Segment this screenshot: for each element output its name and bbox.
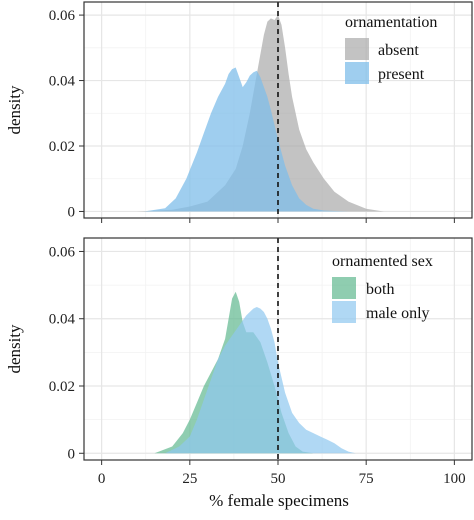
panel-bottom-legend: ornamented sex both male only bbox=[332, 253, 433, 323]
legend-label-both: both bbox=[366, 281, 394, 298]
panel-top: 0 0.02 0.04 0.06 density ornamentation abse… bbox=[5, 1, 473, 223]
y-tick-label: 0.04 bbox=[49, 74, 76, 90]
panel-top-y-axis-title: density bbox=[5, 85, 24, 135]
y-tick-label: 0.06 bbox=[49, 244, 76, 260]
panel-bottom-x-ticks: 0 25 50 75 100 bbox=[98, 460, 466, 487]
legend-label-absent: absent bbox=[378, 42, 419, 59]
density-area-present bbox=[144, 67, 349, 212]
panel-top-y-ticks: 0 0.02 0.04 0.06 bbox=[49, 8, 455, 223]
y-tick-label: 0 bbox=[68, 204, 76, 220]
legend-swatch-both bbox=[332, 277, 356, 299]
y-tick-label: 0.02 bbox=[49, 139, 75, 155]
legend-label-male-only: male only bbox=[366, 305, 430, 322]
legend-title: ornamentation bbox=[345, 14, 437, 31]
x-tick-label: 0 bbox=[98, 471, 106, 487]
x-tick-label: 50 bbox=[271, 471, 286, 487]
y-tick-label: 0.02 bbox=[49, 379, 75, 395]
panel-bottom-y-axis-title: density bbox=[5, 324, 24, 374]
panel-bottom-y-ticks: 0 0.02 0.04 0.06 bbox=[49, 244, 84, 462]
y-tick-label: 0.06 bbox=[49, 8, 76, 24]
x-tick-label: 100 bbox=[443, 471, 466, 487]
legend-swatch-absent bbox=[345, 38, 369, 60]
x-tick-label: 75 bbox=[359, 471, 374, 487]
y-tick-label: 0 bbox=[68, 446, 76, 462]
panel-top-legend: ornamentation absent present bbox=[345, 14, 437, 84]
panel-bottom: 0 0.02 0.04 0.06 0 25 50 75 100 density % femal… bbox=[5, 237, 473, 510]
density-area-male-only bbox=[165, 307, 356, 454]
x-tick-label: 25 bbox=[182, 471, 197, 487]
legend-swatch-male-only bbox=[332, 301, 356, 323]
legend-label-present: present bbox=[378, 66, 425, 83]
y-tick-label: 0.04 bbox=[49, 312, 76, 328]
panel-bottom-density-areas bbox=[154, 291, 356, 454]
legend-swatch-present bbox=[345, 62, 369, 84]
panel-top-density-areas bbox=[136, 15, 384, 212]
legend-title: ornamented sex bbox=[332, 253, 433, 270]
x-axis-title: % female specimens bbox=[209, 491, 349, 510]
